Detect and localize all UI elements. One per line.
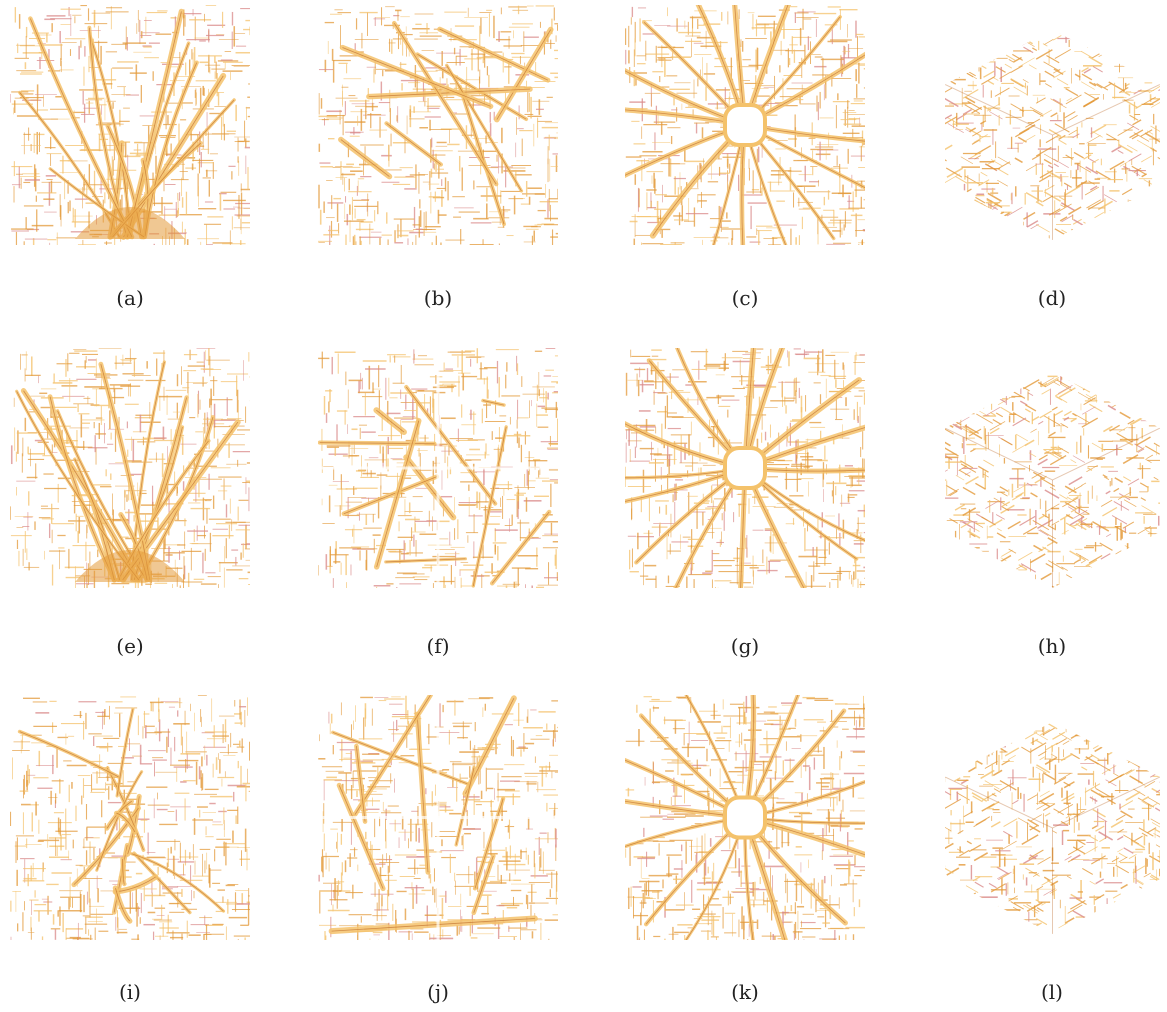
caption-j: (j) [427, 980, 449, 1004]
caption-d: (d) [1037, 286, 1067, 310]
caption-i: (i) [118, 980, 141, 1004]
panel-d-image [940, 20, 1165, 250]
panel-b-image [318, 5, 558, 245]
panel-h-image [940, 362, 1165, 598]
panel-j-image [318, 695, 558, 940]
panel-k-image [625, 695, 865, 940]
panel-l-image [940, 712, 1165, 944]
caption-e: (e) [116, 634, 144, 658]
caption-h: (h) [1037, 634, 1067, 658]
panel-a-image [10, 5, 250, 245]
caption-f: (f) [426, 634, 450, 658]
panel-f-image [318, 348, 558, 588]
caption-b: (b) [423, 286, 453, 310]
panel-e-image [10, 348, 250, 588]
panel-c-image [625, 5, 865, 245]
caption-a: (a) [116, 286, 144, 310]
panel-g-image [625, 348, 865, 588]
panel-i-image [10, 695, 250, 940]
caption-g: (g) [730, 634, 760, 658]
caption-k: (k) [731, 980, 759, 1004]
caption-l: (l) [1040, 980, 1063, 1004]
caption-c: (c) [731, 286, 759, 310]
